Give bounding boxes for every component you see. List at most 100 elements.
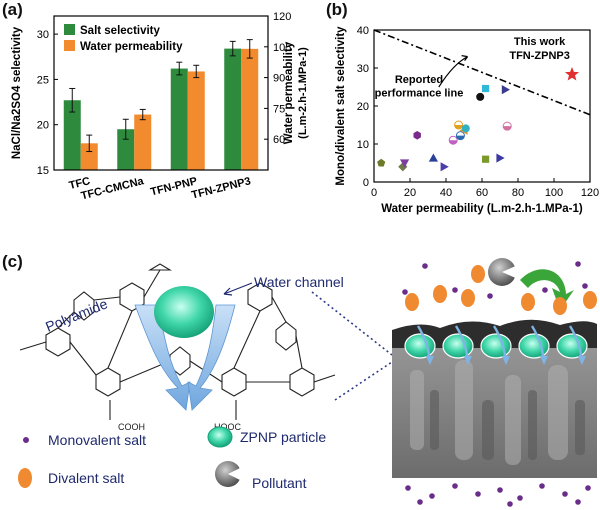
data-point (482, 155, 490, 163)
embedded-particle (442, 333, 474, 359)
monovalent-ion (402, 289, 408, 295)
polyamide-structure (19, 263, 336, 420)
annotation-performance-line: performance line (375, 88, 464, 100)
cooh-label: COOH (118, 422, 145, 432)
bar (241, 48, 259, 170)
monovalent-ion (539, 483, 545, 489)
right-tick-label: 75 (273, 103, 285, 115)
water-channel-label: Water channel (254, 274, 344, 290)
y-tick-label: 40 (357, 25, 369, 37)
data-point-half (454, 125, 463, 129)
monovalent-ion (405, 485, 411, 491)
data-point (440, 162, 449, 172)
monovalent-ion (497, 487, 503, 493)
monovalent-ion (417, 499, 423, 505)
zpnp-particle-icon (207, 426, 233, 448)
monovalent-ion (422, 263, 428, 269)
embedded-particle (518, 333, 550, 359)
data-point (564, 67, 580, 81)
monovalent-ion (562, 491, 568, 497)
category-label: TFN-ZPNP3 (190, 175, 252, 201)
x-tick-label: 60 (476, 187, 488, 199)
data-point (461, 124, 470, 133)
monovalent-ion (429, 493, 435, 499)
permeate-ions (405, 483, 591, 507)
panel-label-c: (c) (2, 252, 23, 271)
annotation-tfn-zpnp3: TFN-ZPNP3 (509, 50, 569, 62)
divalent-ion (583, 291, 597, 309)
pollutant-icon-notch (228, 466, 244, 482)
category-label: TFC (68, 175, 92, 192)
right-axis-unit: (L.m-2.h-1.MPa-1) (297, 47, 309, 139)
scatter-chart: 0 20 40 60 80 100 120 0 10 20 30 40 This work TFN-Z… (335, 25, 599, 215)
monovalent-ion (575, 499, 581, 505)
membrane-schematic: COOH HOOC Water channel Polyamide (18, 258, 597, 507)
x-tick-label: 100 (545, 187, 563, 199)
reported-performance-line (373, 29, 591, 116)
legend-pollutant: Pollutant (252, 475, 307, 491)
left-tick-label: 25 (37, 74, 49, 86)
flow-arrowhead (464, 356, 472, 365)
legend-swatch-salt (64, 24, 75, 35)
x-tick-label: 80 (512, 187, 524, 199)
bar (63, 100, 81, 170)
right-axis-label: Water permeability (283, 41, 295, 144)
divalent-ion (405, 293, 419, 311)
y-tick-label: 10 (357, 139, 369, 151)
panel-label-b: (b) (326, 0, 348, 19)
divalent-ion (461, 289, 475, 307)
x-tick-label: 120 (581, 187, 599, 199)
divalent-ion (433, 285, 447, 303)
data-point (377, 158, 386, 167)
monovalent-ion (542, 287, 548, 293)
divalent-salt-icon (18, 468, 32, 488)
x-axis-label: Water permeability (L.m-2.h-1.MPa-1) (381, 203, 583, 215)
water-channel-arrowhead (223, 287, 233, 296)
water-flow-arrow-right (187, 304, 236, 411)
data-point-half (503, 126, 512, 131)
embedded-particle (480, 333, 512, 359)
monovalent-ion (452, 287, 458, 293)
permeate-flow-arrows (416, 325, 586, 365)
bar (170, 68, 188, 170)
divalent-ion (521, 293, 535, 311)
x-tick-label: 20 (404, 187, 416, 199)
legend-label-salt: Salt selectivity (80, 25, 161, 37)
annotation-arrow (438, 55, 469, 88)
embedded-particle (556, 333, 588, 359)
divalent-ion (553, 297, 567, 315)
monovalent-ion (575, 261, 581, 267)
legend-divalent: Divalent salt (48, 470, 124, 486)
right-tick-label: 120 (273, 11, 291, 23)
y-tick-label: 20 (357, 101, 369, 113)
y-tick-label: 0 (363, 177, 369, 189)
zoom-guide-lines (311, 291, 393, 401)
data-point-half (456, 135, 465, 140)
left-axis-label: NaCl/Na2SO4 selectivity (11, 26, 23, 159)
category-label: TFC-CMCNa (80, 175, 146, 202)
monovalent-ion (517, 495, 523, 501)
y-tick-label: 30 (357, 63, 369, 75)
monovalent-ion (582, 283, 588, 289)
data-point (501, 85, 510, 95)
divalent-ion (471, 265, 485, 283)
left-tick-label: 30 (37, 29, 49, 41)
bar (117, 129, 135, 170)
monovalent-ion (487, 293, 493, 299)
monovalent-ion (585, 485, 591, 491)
data-point (496, 153, 505, 163)
legend-monovalent: Monovalent salt (48, 432, 146, 448)
bar (224, 48, 242, 170)
monovalent-salt-icon (23, 437, 29, 443)
monovalent-ion (475, 491, 481, 497)
hooc-label: HOOC (214, 422, 242, 432)
left-tick-label: 15 (37, 165, 49, 177)
feed-ions (402, 261, 597, 315)
schematic-legend: Monovalent salt Divalent salt ZPNP parti… (18, 426, 326, 491)
monovalent-ion (507, 501, 513, 507)
legend-zpnp: ZPNP particle (240, 429, 326, 445)
data-point-half (449, 140, 458, 145)
panel-label-a: (a) (2, 0, 23, 19)
monovalent-ion (452, 483, 458, 489)
